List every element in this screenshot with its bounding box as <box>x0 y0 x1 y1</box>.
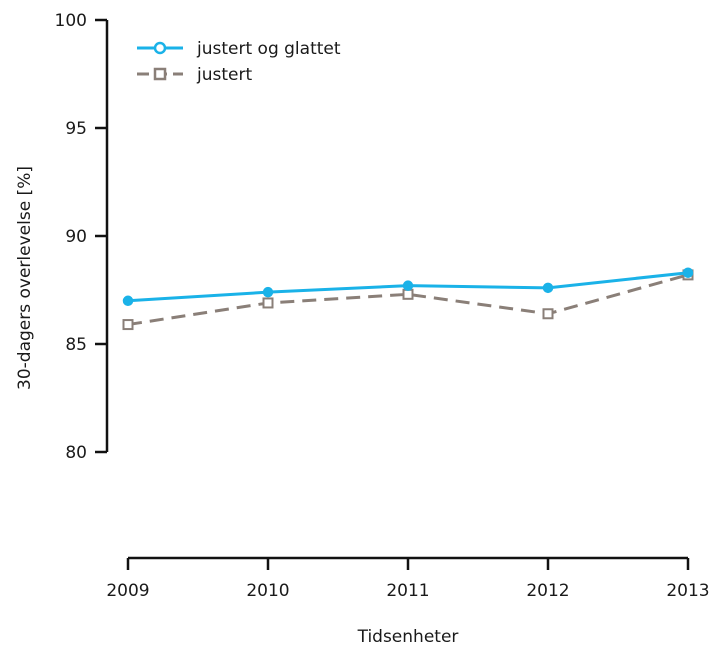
y-tick-label: 85 <box>65 335 87 355</box>
y-axis-label: 30-dagers overlevelse [%] <box>15 166 35 390</box>
x-tick-label: 2009 <box>106 581 149 601</box>
data-point <box>402 280 414 291</box>
x-tick-label: 2010 <box>246 581 289 601</box>
y-axis: 80 85 90 95 100 <box>55 11 109 463</box>
legend: justert og glattet justert <box>137 39 341 85</box>
data-point <box>262 286 274 298</box>
legend-item: justert <box>137 65 252 85</box>
x-axis-label: Tidsenheter <box>357 627 459 647</box>
y-tick-label: 90 <box>65 227 87 247</box>
x-tick-label: 2013 <box>666 581 709 601</box>
series-justert-og-glattet <box>122 267 694 307</box>
legend-marker <box>153 67 167 81</box>
series-line <box>127 273 689 327</box>
data-point <box>542 308 554 320</box>
data-point <box>542 282 554 294</box>
y-tick-label: 80 <box>65 443 87 463</box>
data-point <box>122 295 134 307</box>
legend-item: justert og glattet <box>137 39 341 59</box>
legend-marker <box>153 41 167 55</box>
data-point <box>402 288 414 300</box>
legend-label: justert <box>196 65 252 85</box>
data-point <box>682 267 694 278</box>
x-tick-label: 2012 <box>526 581 569 601</box>
x-tick-label: 2011 <box>386 581 429 601</box>
x-axis: 2009 2010 2011 2012 2013 <box>106 556 710 601</box>
data-point <box>122 319 134 331</box>
legend-label: justert og glattet <box>196 39 341 59</box>
y-tick-label: 95 <box>65 119 87 139</box>
series-layer <box>122 267 694 331</box>
y-tick-label: 100 <box>55 11 87 31</box>
data-point <box>262 297 274 309</box>
series-justert <box>122 269 694 331</box>
